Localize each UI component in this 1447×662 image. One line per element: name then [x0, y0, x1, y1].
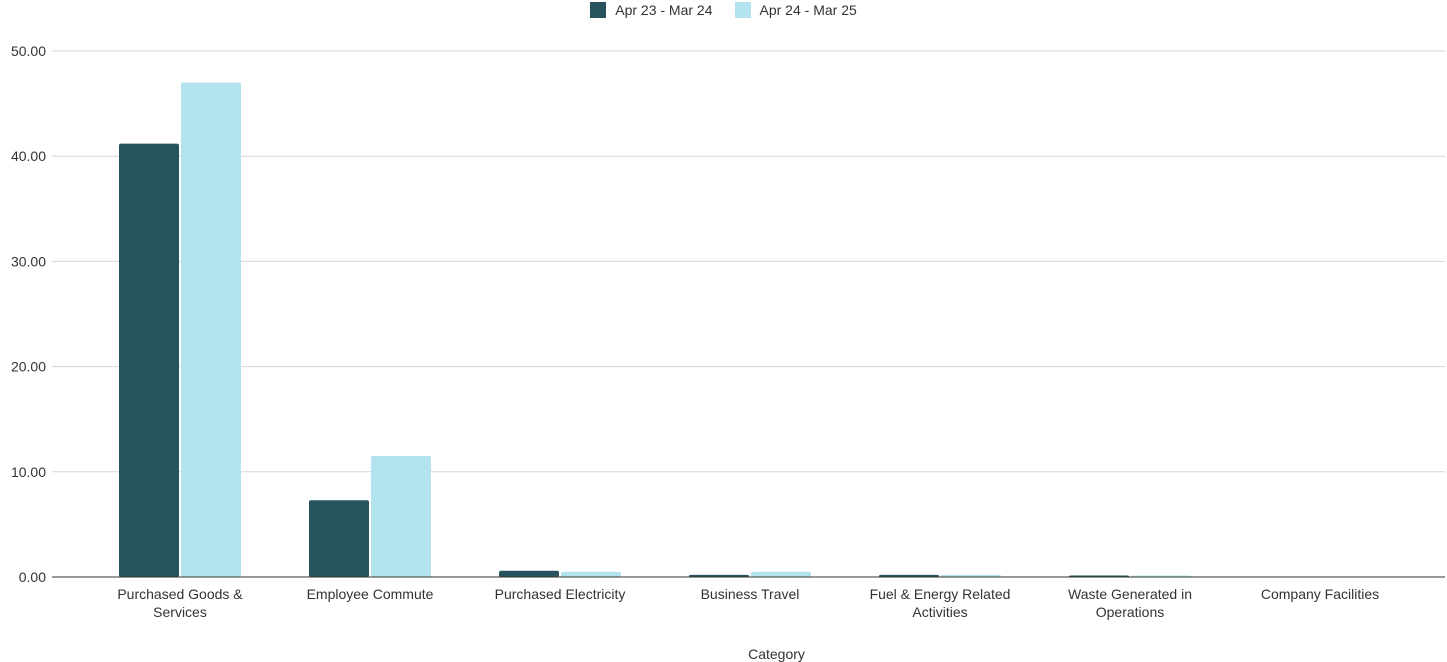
- bar-series-1-category-2: [309, 500, 369, 577]
- y-tick-label: 10.00: [11, 464, 46, 480]
- x-tick-label: Purchased Electricity: [495, 586, 626, 602]
- legend-swatch-series-1: [590, 2, 607, 18]
- legend-item-series-1: Apr 23 - Mar 24: [590, 2, 713, 18]
- gridlines: [52, 50, 1445, 473]
- x-tick-label: Business Travel: [701, 586, 800, 602]
- bar-series-1-category-5: [879, 574, 939, 577]
- legend-label-series-1: Apr 23 - Mar 24: [615, 2, 713, 18]
- x-tick-label: Employee Commute: [307, 586, 434, 602]
- y-tick-label: 30.00: [11, 253, 46, 269]
- y-tick-label: 20.00: [11, 359, 46, 375]
- bar-series-2-category-4: [751, 571, 811, 577]
- bar-series-1-category-3: [499, 570, 559, 577]
- x-tick-label: Fuel & Energy Related Activities: [870, 586, 1011, 620]
- legend-swatch-series-2: [734, 2, 751, 18]
- x-axis-title: Category: [748, 646, 805, 662]
- x-tick-label: Waste Generated in Operations: [1068, 586, 1192, 620]
- x-axis-tick-labels: Purchased Goods & Services Employee Commut…: [117, 586, 1379, 620]
- bar-series-1-category-1: [119, 143, 179, 578]
- bar-series-1-category-4: [689, 574, 749, 577]
- bar-series-2-category-5: [941, 574, 1001, 577]
- x-tick-label: Company Facilities: [1261, 586, 1379, 602]
- chart-legend: Apr 23 - Mar 24 Apr 24 - Mar 25: [0, 0, 1447, 20]
- bar-series-2-category-1: [181, 82, 241, 577]
- legend-label-series-2: Apr 24 - Mar 25: [759, 2, 857, 18]
- legend-item-series-2: Apr 24 - Mar 25: [734, 2, 857, 18]
- y-axis-tick-labels: 0.00 10.00 20.00 30.00 40.00 50.00: [11, 43, 46, 585]
- x-tick-label: Purchased Goods & Services: [117, 586, 243, 620]
- bar-series-2-category-2: [371, 456, 431, 577]
- bars: [119, 82, 1191, 578]
- bar-series-2-category-3: [561, 571, 621, 577]
- y-tick-label: 40.00: [11, 148, 46, 164]
- y-tick-label: 50.00: [11, 43, 46, 59]
- y-tick-label: 0.00: [19, 569, 46, 585]
